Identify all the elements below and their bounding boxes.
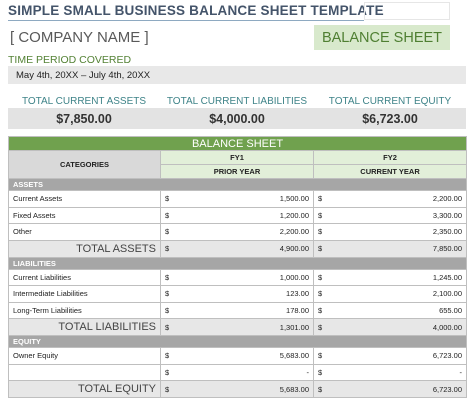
amount: 1,245.00 xyxy=(327,268,468,286)
currency: $ xyxy=(313,223,328,241)
currency: $ xyxy=(313,318,328,336)
table-body: BALANCE SHEET CATEGORIES FY1 FY2 PRIOR YEAR C… xyxy=(7,136,468,398)
currency: $ xyxy=(160,239,175,258)
section-name: EQUITY xyxy=(7,335,468,348)
row-label: Owner Equity xyxy=(8,347,161,365)
currency: $ xyxy=(313,190,328,208)
summary-label: TOTAL CURRENT ASSETS xyxy=(21,96,147,107)
total-row: TOTAL LIABILITIES $1,301.00 $4,000.00 xyxy=(8,318,468,336)
data-row: Intermediate Liabilities $123.00 $2,100.00 xyxy=(8,285,468,303)
amount: 6,723.00 xyxy=(327,347,468,365)
amount: 3,300.00 xyxy=(327,206,468,224)
currency: $ xyxy=(160,268,175,286)
total-row: TOTAL EQUITY $5,683.00 $6,723.00 xyxy=(8,380,468,398)
currency: $ xyxy=(160,285,175,303)
fy-sub: CURRENT YEAR xyxy=(312,164,468,179)
title: SIMPLE SMALL BUSINESS BALANCE SHEET TEMP… xyxy=(8,3,384,18)
row-label: Intermediate Liabilities xyxy=(8,285,161,303)
data-row: Long-Term Liabilities $178.00 $655.00 xyxy=(8,301,468,319)
company-name: [ COMPANY NAME ] xyxy=(10,29,149,46)
row-label xyxy=(8,363,161,381)
amount: 5,683.00 xyxy=(174,347,314,365)
fy-label: FY1 xyxy=(160,150,314,165)
section-name: ASSETS xyxy=(7,178,468,191)
currency: $ xyxy=(160,318,175,336)
period-label: TIME PERIOD COVERED xyxy=(8,54,132,66)
amount: 4,900.00 xyxy=(174,239,314,258)
row-label: Fixed Assets xyxy=(8,206,161,224)
amount: 178.00 xyxy=(174,301,314,319)
section-row: ASSETS xyxy=(7,178,468,191)
section-row: EQUITY xyxy=(7,335,468,348)
row-label: Current Liabilities xyxy=(8,268,161,286)
data-row: $ - $ - xyxy=(8,363,468,381)
currency: $ xyxy=(313,363,328,381)
amount: 2,200.00 xyxy=(174,223,314,241)
summary-value: $6,723.00 xyxy=(362,111,418,126)
summary-label: TOTAL CURRENT EQUITY xyxy=(328,96,452,107)
currency: $ xyxy=(313,206,328,224)
amount: 4,000.00 xyxy=(327,318,468,336)
total-label: TOTAL LIABILITIES xyxy=(8,318,161,336)
badge: BALANCE SHEET xyxy=(314,25,450,50)
summary-box xyxy=(8,108,466,129)
currency: $ xyxy=(160,380,175,398)
amount: - xyxy=(174,363,314,381)
summary-value: $4,000.00 xyxy=(209,111,265,126)
amount: 2,200.00 xyxy=(327,190,468,208)
table-title: BALANCE SHEET xyxy=(7,136,468,151)
title-box xyxy=(364,2,450,20)
amount: 5,683.00 xyxy=(174,380,314,398)
balance-table: BALANCE SHEET CATEGORIES FY1 FY2 PRIOR YEAR C… xyxy=(7,136,468,398)
amount: 2,350.00 xyxy=(327,223,468,241)
currency: $ xyxy=(160,190,175,208)
currency: $ xyxy=(313,301,328,319)
amount: 7,850.00 xyxy=(327,239,468,258)
currency: $ xyxy=(313,268,328,286)
total-label: TOTAL EQUITY xyxy=(8,380,161,398)
currency: $ xyxy=(160,223,175,241)
currency: $ xyxy=(160,206,175,224)
data-row: Current Assets $1,500.00 $2,200.00 xyxy=(8,190,468,208)
categories-label: CATEGORIES xyxy=(8,150,161,179)
summary-label: TOTAL CURRENT LIABILITIES xyxy=(166,96,308,107)
currency: $ xyxy=(313,347,328,365)
fy-label: FY2 xyxy=(312,150,468,165)
amount: 123.00 xyxy=(174,285,314,303)
total-row: TOTAL ASSETS $4,900.00 $7,850.00 xyxy=(8,239,468,258)
fy-sub: PRIOR YEAR xyxy=(160,164,314,179)
section-name: LIABILITIES xyxy=(7,256,468,270)
data-row: Other $2,200.00 $2,350.00 xyxy=(8,223,468,241)
currency: $ xyxy=(160,363,175,381)
currency: $ xyxy=(160,301,175,319)
period-value: May 4th, 20XX – July 4th, 20XX xyxy=(8,66,466,84)
currency: $ xyxy=(313,239,328,258)
amount: 655.00 xyxy=(327,301,468,319)
row-label: Long-Term Liabilities xyxy=(8,301,161,319)
data-row: Fixed Assets $1,200.00 $3,300.00 xyxy=(8,206,468,224)
summary-value: $7,850.00 xyxy=(56,111,112,126)
currency: $ xyxy=(313,380,328,398)
currency: $ xyxy=(313,285,328,303)
section-row: LIABILITIES xyxy=(7,256,468,270)
amount: 1,500.00 xyxy=(174,190,314,208)
title-rule xyxy=(8,20,364,21)
data-row: Current Liabilities $1,000.00 $1,245.00 xyxy=(8,268,468,286)
amount: 1,301.00 xyxy=(174,318,314,336)
amount: 1,200.00 xyxy=(174,206,314,224)
total-label: TOTAL ASSETS xyxy=(8,239,161,258)
row-label: Current Assets xyxy=(8,190,161,208)
amount: 2,100.00 xyxy=(327,285,468,303)
row-label: Other xyxy=(8,223,161,241)
currency: $ xyxy=(160,347,175,365)
header-row: BALANCE SHEET xyxy=(7,136,468,151)
amount: 1,000.00 xyxy=(174,268,314,286)
amount: 6,723.00 xyxy=(327,380,468,398)
column-row: CATEGORIES FY1 FY2 xyxy=(8,150,468,179)
data-row: Owner Equity $5,683.00 $6,723.00 xyxy=(8,347,468,365)
amount: - xyxy=(327,363,468,381)
